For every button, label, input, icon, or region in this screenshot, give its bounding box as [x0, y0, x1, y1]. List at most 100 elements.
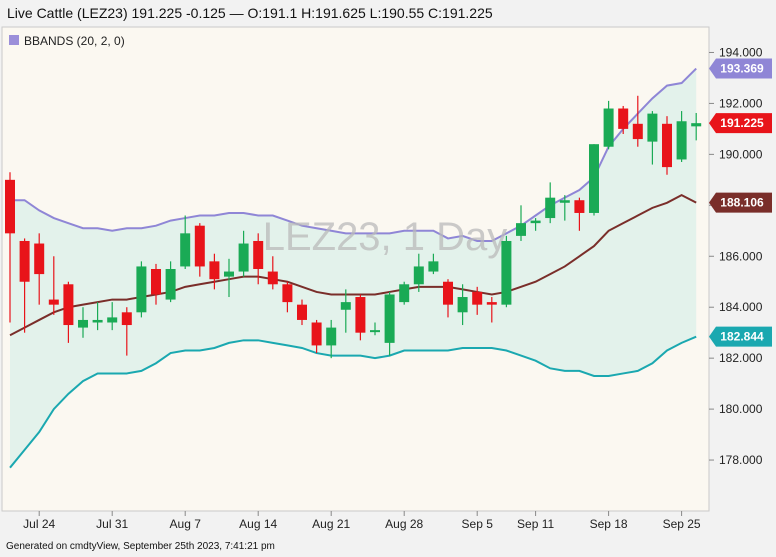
candle — [472, 286, 483, 315]
x-tick-label: Aug 14 — [239, 517, 277, 531]
candle — [238, 230, 249, 277]
candle — [78, 307, 88, 338]
candle — [282, 281, 293, 313]
x-tick-label: Aug 21 — [312, 517, 350, 531]
x-tick-label: Aug 7 — [170, 517, 202, 531]
candle-body — [574, 200, 585, 213]
candle-body — [63, 284, 74, 326]
candle-body — [501, 240, 512, 305]
value-tag-label: 193.369 — [720, 62, 764, 76]
legend-label: BBANDS (20, 2, 0) — [24, 34, 125, 48]
candle — [370, 322, 380, 336]
candle — [589, 144, 599, 216]
candle — [253, 233, 264, 285]
candle — [618, 105, 629, 134]
candle-body — [297, 304, 307, 320]
chart-title: Live Cattle (LEZ23) 191.225 -0.125 — O:1… — [7, 5, 493, 21]
y-tick-label: 190.000 — [719, 147, 763, 161]
candle — [5, 172, 15, 323]
candle-body — [618, 108, 629, 129]
candle — [107, 302, 118, 331]
candle — [92, 302, 103, 331]
candle — [662, 116, 672, 175]
candle-body — [603, 108, 614, 147]
candle — [121, 307, 132, 356]
candle-body — [472, 291, 483, 305]
candle — [676, 111, 687, 163]
candle-body — [5, 179, 15, 234]
candle — [574, 197, 585, 231]
x-tick-label: Jul 24 — [23, 517, 55, 531]
candle-body — [340, 302, 351, 310]
candle-body — [136, 266, 147, 313]
x-tick-label: Aug 28 — [385, 517, 423, 531]
x-tick-label: Sep 11 — [517, 517, 554, 531]
candle-body — [194, 225, 205, 267]
value-tag-bg — [709, 113, 772, 134]
candle-body — [384, 294, 395, 343]
candle — [428, 253, 439, 275]
candle — [384, 291, 395, 356]
value-tag-bg — [709, 326, 772, 347]
candle — [603, 100, 614, 150]
candle-body — [428, 261, 439, 272]
candle — [19, 238, 30, 333]
candle — [224, 258, 234, 298]
candle — [297, 299, 307, 326]
candle — [413, 253, 424, 292]
middle-band-line — [9, 194, 697, 337]
candle — [165, 261, 176, 303]
candle-body — [326, 327, 337, 346]
candle — [486, 297, 497, 323]
candle — [559, 195, 570, 221]
value-tag: 188.106 — [709, 192, 772, 213]
candle-body — [165, 269, 176, 300]
x-tick-label: Sep 25 — [663, 517, 701, 531]
x-tick-label: Sep 18 — [590, 517, 628, 531]
candle — [311, 319, 322, 354]
candle — [647, 111, 658, 165]
candle — [457, 284, 468, 326]
candle-body — [151, 269, 161, 295]
candle-body — [545, 197, 556, 219]
candle-body — [209, 261, 220, 280]
value-tag: 182.844 — [709, 326, 772, 347]
watermark: LEZ23, 1 Day — [263, 215, 508, 259]
candle-body — [34, 243, 45, 275]
candle-body — [559, 200, 570, 203]
candle-body — [530, 220, 541, 224]
candle-body — [370, 330, 380, 333]
candles — [5, 95, 702, 359]
candle-body — [457, 297, 468, 313]
candle — [545, 182, 556, 224]
value-tag: 191.225 — [709, 113, 772, 134]
y-tick-label: 192.000 — [719, 96, 763, 110]
candle — [501, 235, 512, 308]
candle — [194, 223, 205, 277]
y-tick-label: 184.000 — [719, 300, 763, 314]
candle-body — [19, 240, 30, 282]
legend[interactable]: BBANDS (20, 2, 0) — [9, 34, 125, 48]
candle — [136, 261, 147, 318]
candle-body — [180, 233, 191, 267]
candle-body — [676, 121, 687, 160]
candle-body — [282, 284, 293, 303]
value-tag-label: 182.844 — [720, 330, 764, 344]
y-tick-label: 182.000 — [719, 351, 763, 365]
y-tick-label: 180.000 — [719, 402, 763, 416]
value-tag-bg — [709, 192, 772, 213]
candle — [443, 279, 453, 318]
candle — [691, 112, 702, 141]
y-tick-label: 186.000 — [719, 249, 763, 263]
value-tags: 193.369 191.225 188.106 182.844 — [709, 58, 772, 347]
candle — [63, 281, 74, 343]
candle-body — [413, 266, 424, 285]
candle — [48, 256, 59, 315]
candle-body — [516, 223, 526, 236]
candle-body — [224, 271, 234, 277]
value-tag-label: 191.225 — [720, 116, 764, 130]
candle — [151, 263, 161, 305]
candle-body — [78, 319, 88, 328]
candle — [267, 256, 278, 290]
